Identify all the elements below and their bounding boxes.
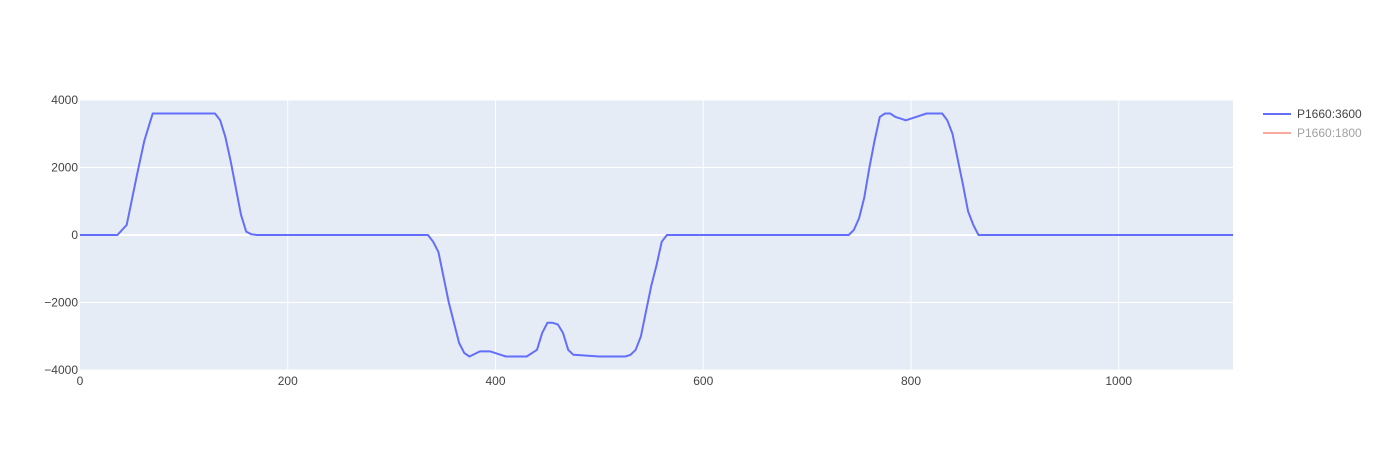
x-tick-label: 200 [278,374,298,388]
legend-item[interactable]: P1660:3600 [1263,107,1362,121]
x-tick-label: 1000 [1105,374,1132,388]
y-tick-label: 2000 [51,161,78,175]
x-tick-label: 800 [901,374,921,388]
legend[interactable]: P1660:3600 P1660:1800 [1263,107,1362,140]
series-layer [80,112,1233,358]
y-tick-label: 0 [71,228,78,242]
x-axis-ticks: 0 200 400 600 800 1000 [77,374,1133,388]
y-tick-label: −4000 [44,363,78,377]
y-tick-label: −2000 [44,296,78,310]
legend-label: P1660:1800 [1297,126,1362,140]
x-tick-label: 400 [485,374,505,388]
x-tick-label: 600 [693,374,713,388]
y-tick-label: 4000 [51,93,78,107]
series-line [80,112,1233,358]
y-axis-ticks: −4000 −2000 0 2000 4000 [44,93,78,377]
legend-item[interactable]: P1660:1800 [1263,126,1362,140]
x-tick-label: 0 [77,374,84,388]
legend-label: P1660:3600 [1297,107,1362,121]
